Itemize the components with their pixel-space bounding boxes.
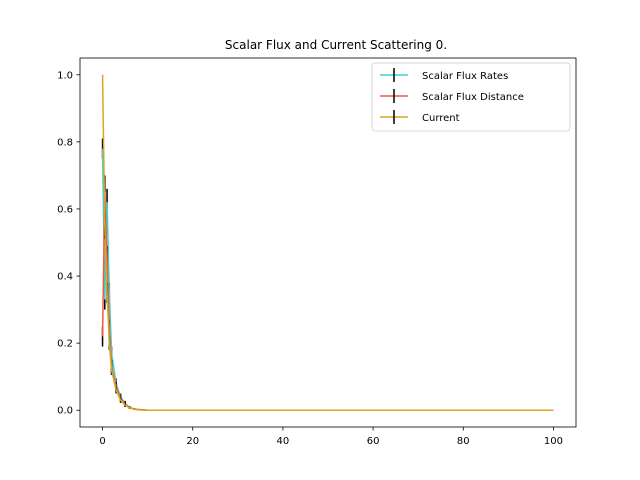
y-tick-label: 0.0 <box>57 406 73 417</box>
legend-label-scalar-flux-distance: Scalar Flux Distance <box>422 92 524 103</box>
x-tick-label: 80 <box>457 436 470 447</box>
x-tick-label: 60 <box>367 436 380 447</box>
chart-title: Scalar Flux and Current Scattering 0. <box>225 38 447 52</box>
legend: Scalar Flux Rates Scalar Flux Distance Cur… <box>371 62 571 132</box>
x-tick-label: 0 <box>99 436 105 447</box>
series-line-current <box>101 74 554 411</box>
y-axis: 0.0 0.2 0.4 0.6 0.8 1.0 <box>57 70 80 417</box>
x-tick-label: 40 <box>277 436 290 447</box>
y-tick-label: 1.0 <box>57 70 73 81</box>
axes-frame <box>79 57 577 428</box>
legend-box <box>371 62 571 132</box>
legend-label-scalar-flux-rates: Scalar Flux Rates <box>422 71 508 82</box>
x-tick-label: 100 <box>544 436 563 447</box>
y-tick-label: 0.6 <box>57 204 73 215</box>
x-tick-label: 20 <box>186 436 199 447</box>
x-axis: 0 20 40 60 80 100 <box>99 427 563 447</box>
y-tick-label: 0.4 <box>57 272 73 283</box>
y-tick-label: 0.8 <box>57 137 73 148</box>
y-tick-label: 0.2 <box>57 339 73 350</box>
legend-label-current: Current <box>422 113 460 124</box>
plot-area <box>101 74 554 411</box>
